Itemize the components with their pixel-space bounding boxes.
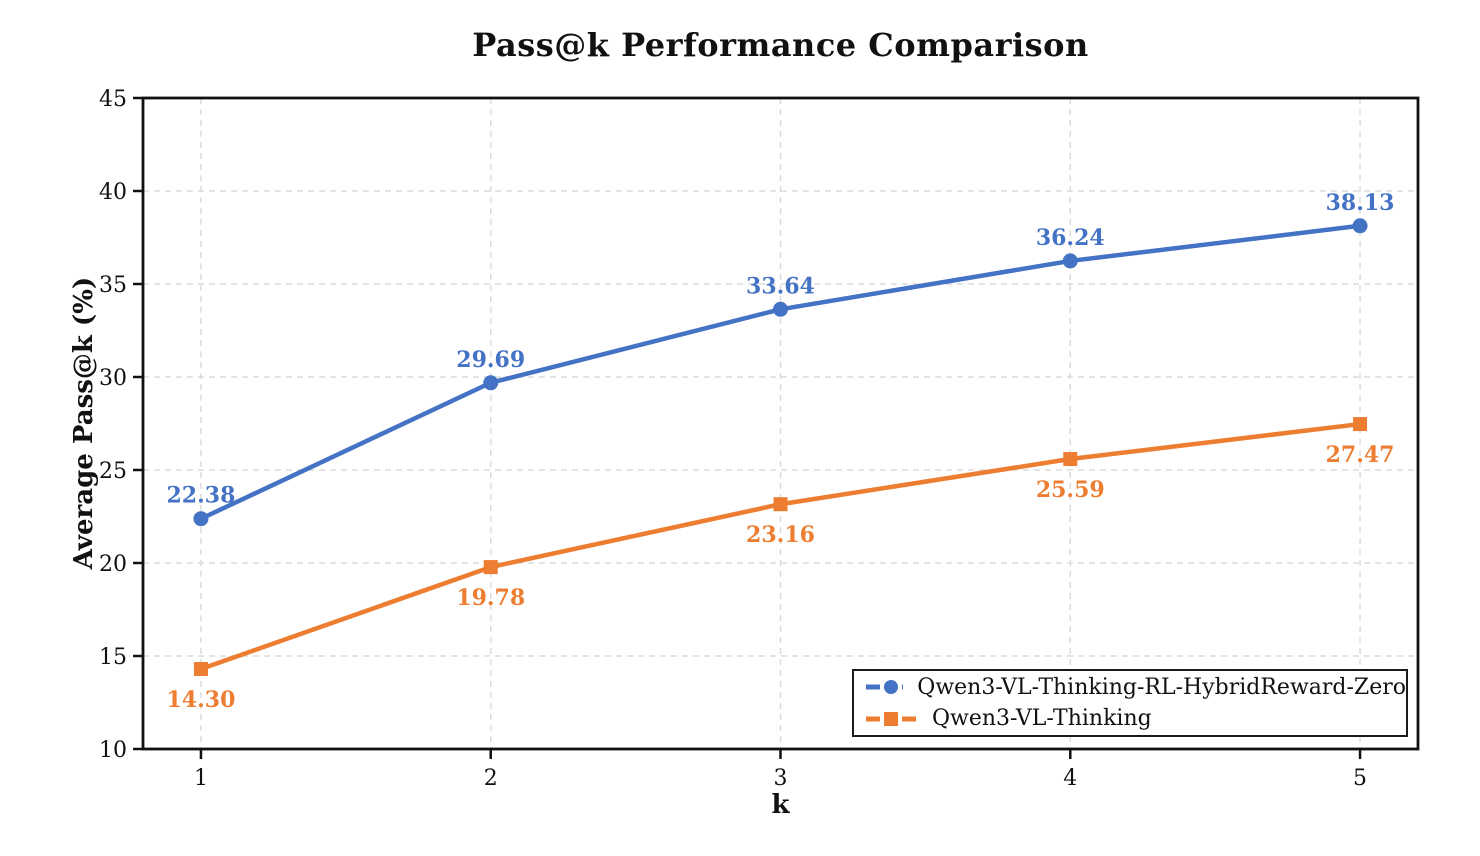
svg-text:1: 1 (194, 766, 208, 791)
svg-text:23.16: 23.16 (746, 522, 815, 548)
legend: Qwen3-VL-Thinking-RL-HybridReward-Zero Q… (852, 669, 1408, 737)
svg-text:10: 10 (99, 738, 127, 763)
legend-item: Qwen3-VL-Thinking (864, 704, 1406, 734)
svg-text:36.24: 36.24 (1036, 225, 1105, 251)
chart-title: Pass@k Performance Comparison (472, 26, 1089, 64)
legend-item: Qwen3-VL-Thinking-RL-HybridReward-Zero (864, 672, 1406, 702)
x-axis-label: k (771, 790, 790, 820)
svg-text:4: 4 (1063, 766, 1077, 791)
svg-text:29.69: 29.69 (456, 347, 525, 373)
svg-text:15: 15 (99, 645, 127, 670)
legend-line-circle-icon (866, 680, 904, 695)
svg-text:40: 40 (99, 180, 127, 205)
legend-label: Qwen3-VL-Thinking-RL-HybridReward-Zero (917, 674, 1406, 700)
svg-text:22.38: 22.38 (167, 483, 236, 509)
svg-text:35: 35 (99, 273, 127, 298)
svg-text:25: 25 (99, 459, 127, 484)
svg-text:45: 45 (99, 87, 127, 112)
svg-text:27.47: 27.47 (1326, 442, 1395, 468)
svg-text:30: 30 (99, 366, 127, 391)
svg-text:33.64: 33.64 (746, 273, 815, 299)
legend-line-square-icon (866, 711, 916, 726)
svg-text:14.30: 14.30 (167, 687, 236, 713)
svg-text:25.59: 25.59 (1036, 477, 1105, 503)
svg-text:19.78: 19.78 (456, 585, 525, 611)
svg-text:2: 2 (484, 766, 498, 791)
legend-label: Qwen3-VL-Thinking (932, 706, 1152, 732)
svg-text:38.13: 38.13 (1326, 190, 1395, 216)
svg-text:20: 20 (99, 552, 127, 577)
svg-text:3: 3 (774, 766, 788, 791)
svg-text:5: 5 (1353, 766, 1367, 791)
